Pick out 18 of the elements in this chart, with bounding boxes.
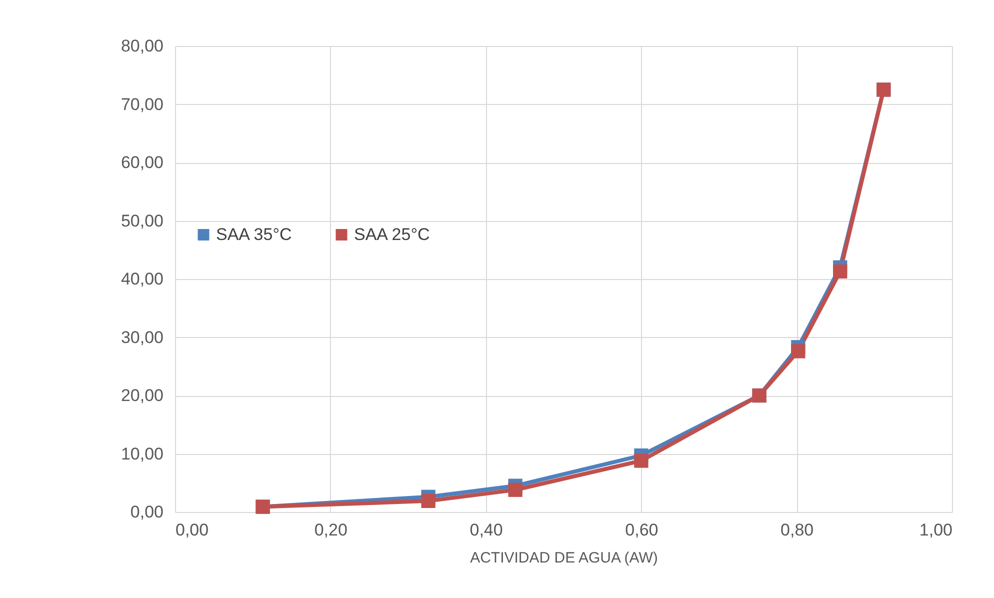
x-tick-label: 0,20 xyxy=(314,520,348,540)
y-tick-label: 60,00 xyxy=(120,153,164,172)
y-tick-label: 50,00 xyxy=(120,211,164,230)
y-tick-label: 30,00 xyxy=(120,328,164,347)
x-tick-label: 0,40 xyxy=(470,520,503,540)
legend-label: SAA 35°C xyxy=(216,224,292,244)
x-tick-label: 0,60 xyxy=(625,520,658,540)
x-tick-label: 0,80 xyxy=(780,520,814,540)
y-tick-label: 0,00 xyxy=(130,502,164,522)
y-tick-label: 80,00 xyxy=(120,36,164,56)
y-tick-label: 40,00 xyxy=(120,270,164,288)
legend-label: SAA 25°C xyxy=(354,224,430,244)
x-tick-label: 1,00 xyxy=(919,520,952,540)
y-tick-label: 10,00 xyxy=(120,444,164,464)
y-tick-label: 70,00 xyxy=(120,94,164,114)
x-tick-label: 0,00 xyxy=(176,520,209,540)
x-axis-title: ACTIVIDAD DE AGUA (AW) xyxy=(470,550,658,566)
y-tick-label: 20,00 xyxy=(120,386,164,405)
